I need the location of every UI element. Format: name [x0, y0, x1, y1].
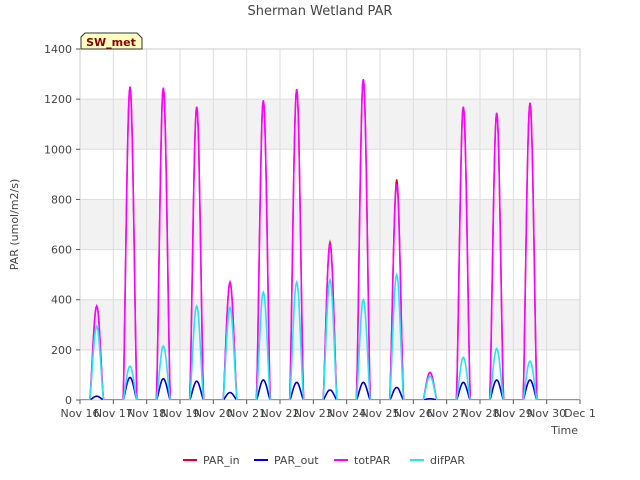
series-line-PAR_out: [80, 376, 580, 400]
x-tick-label: Nov 24: [327, 407, 366, 420]
x-tick-label: Nov 19: [161, 407, 200, 420]
x-tick-label: Dec 1: [564, 407, 596, 420]
y-tick-label: 400: [51, 294, 72, 307]
y-tick-label: 200: [51, 344, 72, 357]
x-tick-label: Nov 22: [261, 407, 300, 420]
grid-band: [80, 99, 580, 150]
x-tick-label: Nov 26: [394, 407, 433, 420]
legend-label-PAR_in: PAR_in: [203, 454, 240, 467]
legend-label-PAR_out: PAR_out: [274, 454, 319, 467]
y-tick-label: 1000: [44, 143, 72, 156]
x-tick-label: Nov 30: [527, 407, 566, 420]
x-tick-label: Nov 21: [227, 407, 266, 420]
plot-frame: [79, 48, 581, 401]
x-tick-label: Nov 17: [94, 407, 133, 420]
x-tick-label: Nov 29: [494, 407, 533, 420]
y-tick-label: 600: [51, 244, 72, 257]
legend-label-difPAR: difPAR: [430, 454, 465, 467]
chart-title: Sherman Wetland PAR: [248, 4, 393, 19]
x-axis-label: Time: [550, 424, 578, 437]
x-tick-label: Nov 16: [61, 407, 100, 420]
x-tick-label: Nov 27: [427, 407, 466, 420]
y-tick-label: 800: [51, 193, 72, 206]
legend-label-totPAR: totPAR: [354, 454, 391, 467]
series-line-totPAR: [80, 78, 580, 400]
y-axis-label: PAR (umol/m2/s): [8, 179, 21, 271]
y-tick-label: 1400: [44, 43, 72, 56]
x-tick-label: Nov 18: [127, 407, 166, 420]
x-tick-label: Nov 23: [294, 407, 333, 420]
site-label: SW_met: [86, 36, 136, 49]
site-label-box: [80, 32, 143, 50]
y-tick-label: 0: [65, 394, 72, 407]
x-tick-label: Nov 25: [361, 407, 400, 420]
y-tick-label: 1200: [44, 93, 72, 106]
grid-band: [80, 299, 580, 350]
x-tick-label: Nov 28: [461, 407, 500, 420]
x-tick-label: Nov 20: [194, 407, 233, 420]
series-line-difPAR: [80, 271, 580, 400]
